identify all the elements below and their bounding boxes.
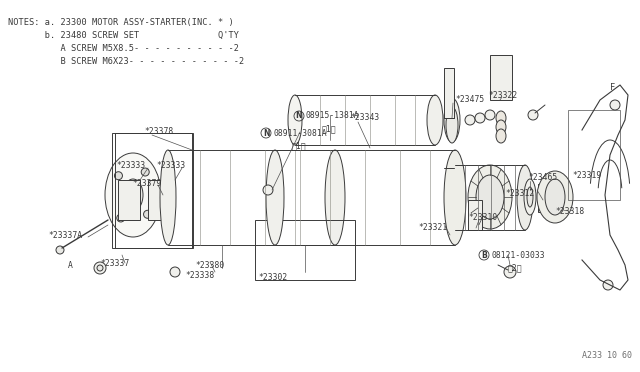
Text: *23378: *23378 <box>144 128 173 137</box>
Ellipse shape <box>496 129 506 143</box>
Text: b. 23480 SCREW SET               Q'TY: b. 23480 SCREW SET Q'TY <box>8 31 239 40</box>
Circle shape <box>475 113 485 123</box>
Text: *23379: *23379 <box>132 179 161 187</box>
Ellipse shape <box>444 150 466 245</box>
Circle shape <box>528 110 538 120</box>
Ellipse shape <box>266 150 284 245</box>
Bar <box>444 68 454 118</box>
Circle shape <box>141 168 149 176</box>
Bar <box>255 220 355 280</box>
Text: *23338: *23338 <box>185 270 214 279</box>
Circle shape <box>610 100 620 110</box>
Ellipse shape <box>524 179 536 215</box>
Text: 08915-1381A: 08915-1381A <box>306 112 360 121</box>
Text: B: B <box>481 250 487 260</box>
Bar <box>490 55 512 100</box>
Ellipse shape <box>496 111 506 125</box>
Text: 08911-3081A: 08911-3081A <box>273 128 326 138</box>
Text: *23310: *23310 <box>468 214 497 222</box>
Text: A: A <box>68 262 73 270</box>
Ellipse shape <box>496 120 506 134</box>
Bar <box>112 133 192 248</box>
Bar <box>568 110 620 200</box>
Bar <box>115 133 193 248</box>
Ellipse shape <box>517 165 533 230</box>
Circle shape <box>115 172 122 180</box>
Bar <box>118 180 140 220</box>
Circle shape <box>94 262 106 274</box>
Text: *23333: *23333 <box>156 161 185 170</box>
Circle shape <box>485 110 495 120</box>
Text: NOTES: a. 23300 MOTOR ASSY-STARTER(INC. * ): NOTES: a. 23300 MOTOR ASSY-STARTER(INC. … <box>8 18 234 27</box>
Text: *23318: *23318 <box>555 208 584 217</box>
Text: *23343: *23343 <box>350 113 380 122</box>
Text: B SCREW M6X23- - - - - - - - - - -2: B SCREW M6X23- - - - - - - - - - -2 <box>8 57 244 66</box>
Circle shape <box>263 185 273 195</box>
Text: *23337: *23337 <box>100 259 129 267</box>
Text: F: F <box>610 83 615 93</box>
Ellipse shape <box>545 179 565 215</box>
Ellipse shape <box>527 187 533 207</box>
Bar <box>148 180 170 220</box>
Text: A SCREW M5X8.5- - - - - - - - - -2: A SCREW M5X8.5- - - - - - - - - -2 <box>8 44 239 53</box>
Ellipse shape <box>427 95 443 145</box>
Circle shape <box>603 280 613 290</box>
Text: *23322: *23322 <box>488 90 517 99</box>
Ellipse shape <box>160 150 176 245</box>
Circle shape <box>56 246 64 254</box>
Circle shape <box>116 214 125 222</box>
Circle shape <box>170 267 180 277</box>
Text: A233 10 60: A233 10 60 <box>582 351 632 360</box>
Circle shape <box>97 265 103 271</box>
Ellipse shape <box>123 179 143 211</box>
Text: 08121-03033: 08121-03033 <box>491 250 545 260</box>
Bar <box>538 184 550 212</box>
Text: *23333: *23333 <box>116 161 145 170</box>
Text: *23312: *23312 <box>505 189 534 198</box>
Text: （1）: （1） <box>322 125 337 134</box>
Text: （2）: （2） <box>508 263 523 273</box>
Ellipse shape <box>325 150 345 245</box>
Circle shape <box>504 266 516 278</box>
Text: （1）: （1） <box>292 141 307 151</box>
Text: *23380: *23380 <box>195 260 224 269</box>
Text: N: N <box>263 128 269 138</box>
Ellipse shape <box>537 171 573 223</box>
Circle shape <box>143 210 152 218</box>
Text: *23465: *23465 <box>528 173 557 183</box>
Bar <box>468 200 482 230</box>
Ellipse shape <box>288 95 302 145</box>
Text: *23302: *23302 <box>258 273 287 282</box>
Ellipse shape <box>444 98 460 142</box>
Ellipse shape <box>446 107 458 143</box>
Ellipse shape <box>105 153 161 237</box>
Text: *23321: *23321 <box>418 222 447 231</box>
Text: *23337A: *23337A <box>48 231 82 240</box>
Ellipse shape <box>476 175 504 219</box>
Circle shape <box>465 115 475 125</box>
Ellipse shape <box>468 165 512 229</box>
Text: N: N <box>296 112 302 121</box>
Text: *23475: *23475 <box>455 96 484 105</box>
Text: *23319: *23319 <box>572 170 601 180</box>
